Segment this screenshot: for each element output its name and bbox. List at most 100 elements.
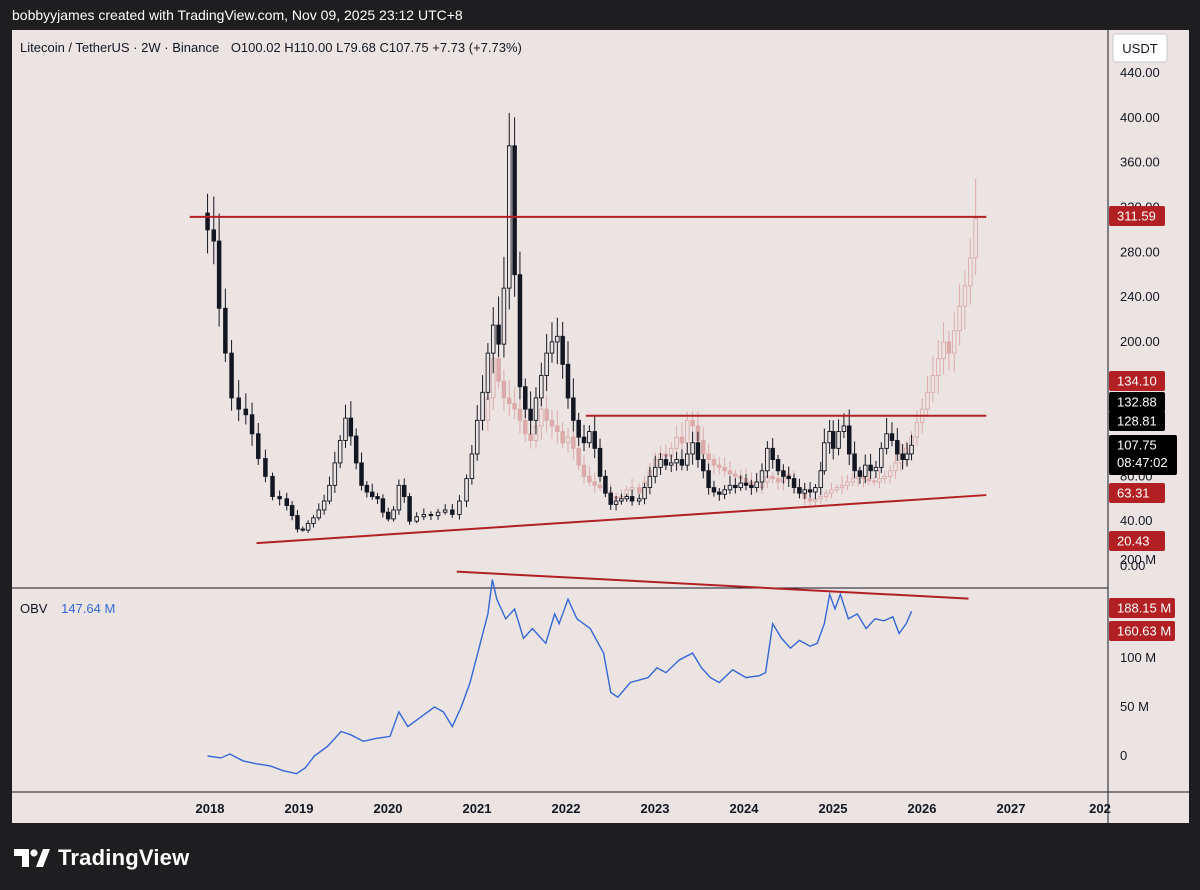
- price-tick-label: 280.00: [1120, 244, 1160, 259]
- projection-candle-89: [957, 283, 962, 346]
- price-candle-body: [236, 397, 241, 410]
- price-candle-26: [359, 452, 364, 491]
- price-candle-body: [205, 212, 210, 231]
- price-candle-body: [749, 484, 754, 489]
- price-candle-60: [555, 317, 560, 365]
- price-candle-body: [396, 484, 402, 511]
- chart-frame[interactable]: 440.00400.00360.00320.00280.00240.00200.…: [12, 30, 1189, 823]
- projection-candle-body: [845, 481, 850, 486]
- projection-candle-91: [968, 238, 973, 305]
- price-candle-body: [517, 274, 523, 388]
- projection-candle-body: [581, 464, 587, 477]
- price-candle-13: [289, 501, 295, 521]
- price-candle-body: [884, 433, 889, 449]
- obv-tick-label: 0: [1120, 748, 1127, 763]
- projection-candle-77: [893, 452, 898, 479]
- currency-button[interactable]: USDT: [1122, 41, 1157, 56]
- price-candle-body: [528, 408, 533, 421]
- projection-candle-body: [807, 498, 813, 502]
- price-candle-body: [512, 145, 517, 276]
- price-candle-body: [904, 453, 910, 461]
- price-candle-79: [658, 453, 663, 475]
- price-candle-47: [485, 343, 491, 401]
- price-candle-105: [797, 478, 802, 499]
- projection-candle-body: [914, 422, 920, 438]
- price-badge: 63.31: [1117, 486, 1150, 501]
- price-candle-52: [512, 117, 517, 297]
- price-candle-body: [836, 431, 841, 449]
- projection-candles: [480, 178, 978, 506]
- projection-candle-66: [834, 483, 840, 493]
- projection-candle-4: [501, 369, 507, 411]
- projection-candle-body: [946, 341, 952, 354]
- price-candle-body: [270, 475, 275, 497]
- projection-candle-5: [507, 380, 512, 416]
- trendlines: [189, 215, 987, 545]
- price-candle-80: [663, 454, 669, 470]
- projection-candle-body: [560, 431, 565, 444]
- price-candle-103: [786, 466, 791, 488]
- price-candle-119: [868, 453, 873, 479]
- price-candle-126: [904, 442, 910, 467]
- tradingview-logo-icon: [14, 849, 50, 867]
- price-candle-body: [813, 487, 818, 493]
- price-candle-body: [587, 431, 592, 444]
- price-candle-43: [464, 474, 469, 508]
- price-badge-bg: [1109, 411, 1165, 431]
- price-badges: 311.59 134.10 132.88 128.81 107.75 08:47:02 63…: [1109, 206, 1177, 641]
- price-candle-9: [263, 449, 268, 483]
- projection-candle-body: [555, 425, 560, 432]
- price-candle-63: [571, 378, 576, 432]
- year-tick-label: 2026: [908, 801, 937, 816]
- price-candle-102: [781, 464, 786, 484]
- price-candle-body: [830, 431, 836, 449]
- price-candle-body: [421, 514, 427, 518]
- projection-candle-84: [930, 356, 936, 403]
- year-tick-label: 2019: [285, 801, 314, 816]
- projection-candle-body: [711, 459, 717, 466]
- price-candle-body: [592, 431, 597, 449]
- projection-candle-body: [690, 419, 695, 427]
- price-candle-body: [375, 496, 380, 500]
- price-candle-50: [501, 256, 507, 358]
- symbol-name: Litecoin / TetherUS · 2W · Binance: [20, 40, 219, 55]
- price-candle-body: [407, 496, 412, 522]
- obv-badge-bg: [1109, 621, 1175, 641]
- price-candle-body: [636, 498, 642, 502]
- projection-candle-body: [571, 436, 576, 449]
- price-candle-body: [223, 307, 228, 354]
- price-candle-78: [652, 455, 658, 484]
- price-candle-56: [533, 387, 539, 435]
- price-candle-body: [560, 335, 565, 365]
- price-candle-body: [624, 496, 629, 500]
- price-candle-body: [857, 470, 863, 477]
- price-candle-22: [337, 435, 343, 469]
- price-candle-body: [658, 459, 663, 468]
- price-candle-body: [863, 464, 868, 477]
- price-candle-58: [544, 334, 549, 392]
- obv-series-line: [207, 579, 913, 775]
- price-candle-5: [236, 380, 241, 422]
- price-candle-body: [852, 453, 857, 472]
- price-candle-body: [332, 462, 338, 486]
- price-candle-75: [636, 494, 642, 506]
- projection-candle-21: [592, 472, 597, 493]
- price-candle-body: [555, 335, 560, 343]
- price-candle-23: [343, 404, 348, 449]
- price-candle-109: [818, 461, 824, 496]
- price-candle-117: [857, 466, 863, 484]
- currency-button-bg[interactable]: [1112, 33, 1168, 63]
- projection-candle-7: [517, 396, 523, 434]
- price-candle-body: [359, 462, 364, 486]
- obv-pane: [207, 570, 969, 775]
- projection-candle-54: [770, 472, 775, 484]
- price-candle-1: [211, 196, 217, 265]
- price-candle-17: [311, 514, 316, 528]
- price-candle-body: [775, 459, 781, 472]
- price-candle-121: [879, 442, 884, 474]
- projection-candle-65: [829, 482, 834, 499]
- chart-svg[interactable]: 440.00400.00360.00320.00280.00240.00200.…: [12, 30, 1189, 823]
- price-candle-body: [428, 514, 434, 517]
- price-candle-118: [863, 454, 868, 484]
- price-candle-0: [205, 193, 210, 254]
